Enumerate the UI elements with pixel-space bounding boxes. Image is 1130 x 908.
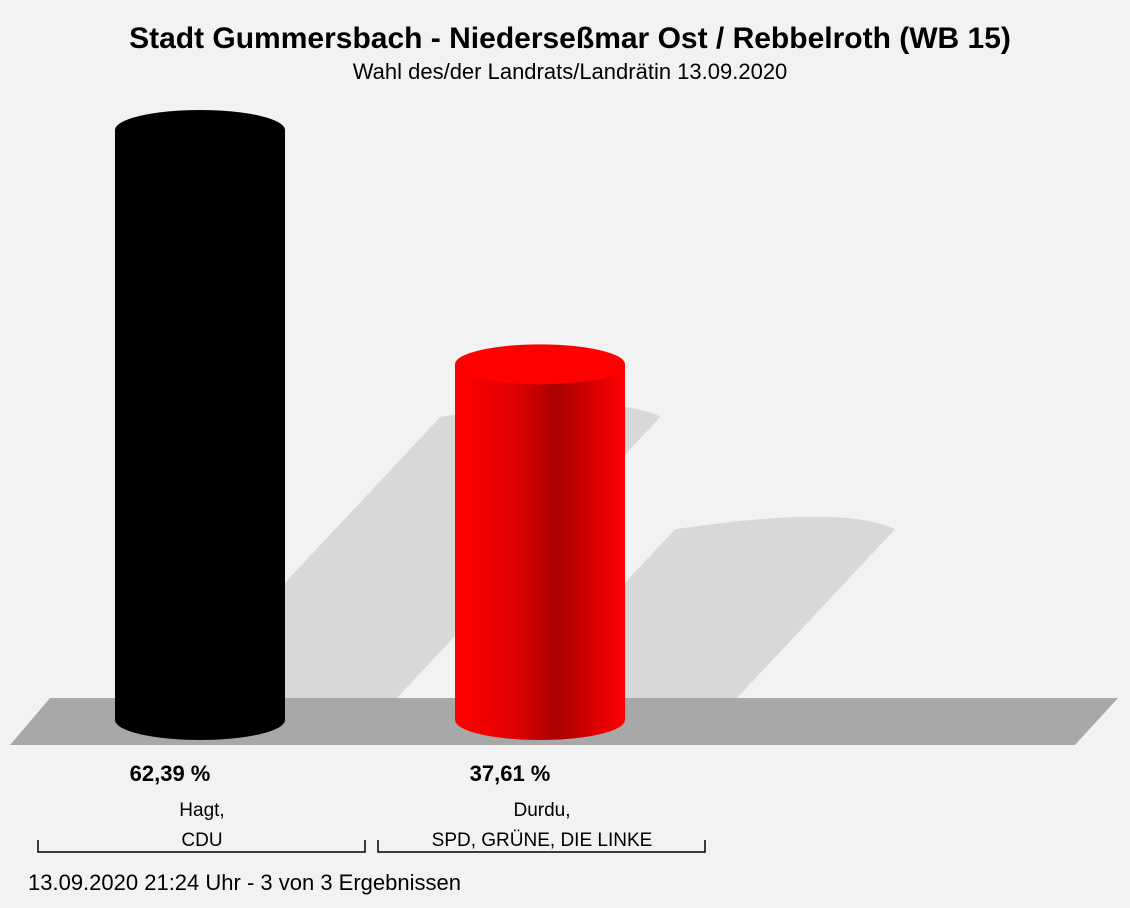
x-tick-label: Hagt, CDU — [179, 800, 225, 851]
chart-subtitle: Wahl des/der Landrats/Landrätin 13.09.20… — [353, 59, 788, 84]
bar-top — [455, 344, 625, 385]
footer: 13.09.2020 21:24 Uhr - 3 von 3 Ergebniss… — [28, 870, 461, 895]
category-bracket — [377, 840, 706, 853]
bar — [115, 130, 285, 740]
bar-top — [115, 110, 285, 150]
chart-title: Stadt Gummersbach - Niederseßmar Ost / R… — [129, 22, 1011, 55]
x-tick-label: Durdu, SPD, GRÜNE, DIE LINKE — [431, 800, 653, 851]
value-label: 62,39 % — [130, 761, 211, 786]
value-label: 37,61 % — [470, 761, 551, 786]
category-bracket — [37, 840, 366, 853]
bar — [455, 364, 625, 740]
